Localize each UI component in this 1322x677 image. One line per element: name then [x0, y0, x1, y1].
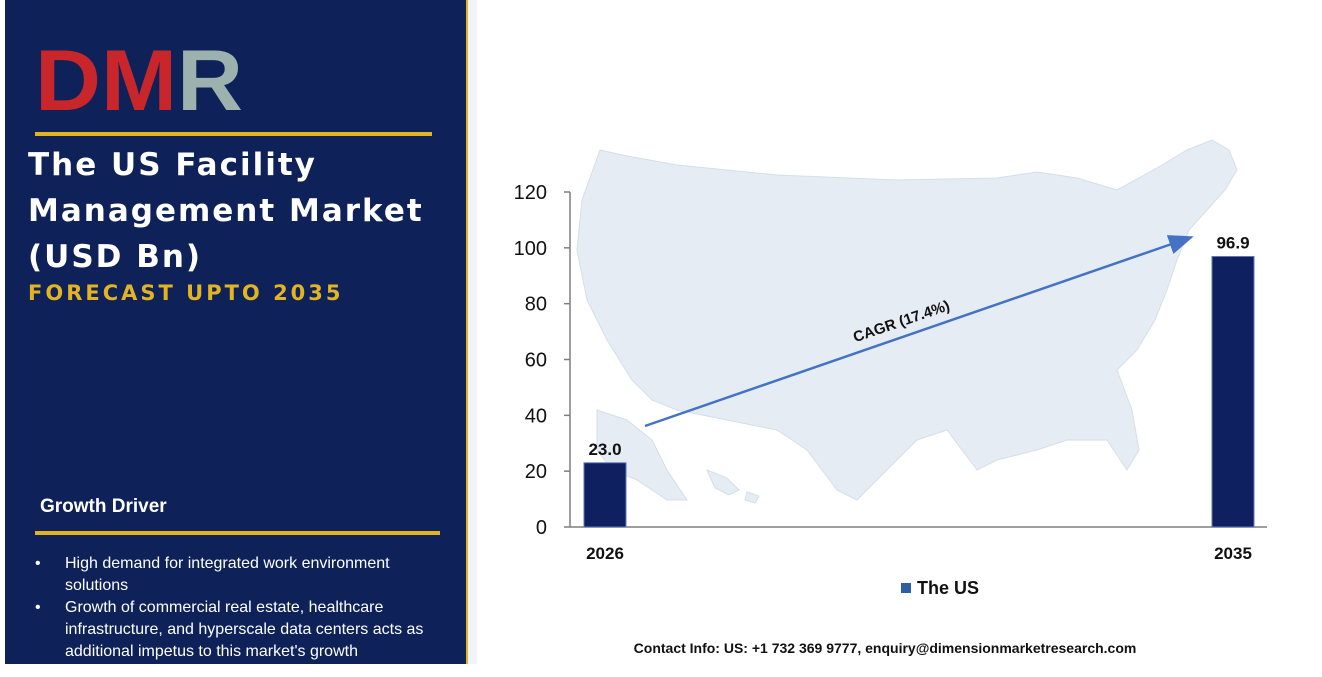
bar-value-label: 96.9 [1216, 233, 1249, 252]
bar-value-label: 23.0 [588, 440, 621, 459]
legend-swatch [901, 583, 911, 593]
growth-driver-item: Growth of commercial real estate, health… [35, 597, 430, 663]
panel-divider [466, 0, 477, 664]
growth-driver-item: High demand for integrated work environm… [35, 553, 430, 597]
title-top-rule [35, 132, 432, 136]
y-tick-label: 80 [525, 294, 547, 316]
y-tick-label: 60 [525, 350, 547, 372]
us-map-background [576, 139, 1238, 504]
svg-text:DMR: DMR [35, 38, 243, 120]
legend-label: The US [917, 578, 979, 598]
x-tick-label: 2035 [1214, 544, 1252, 563]
bar-2026 [583, 462, 627, 528]
dmr-logo: DMR DMR [35, 38, 245, 120]
y-tick-label: 40 [525, 405, 547, 427]
y-tick-label: 120 [514, 182, 547, 204]
growth-driver-list: High demand for integrated work environm… [35, 553, 430, 663]
page-subtitle: FORECAST UPTO 2035 [28, 281, 344, 305]
page-title: The US Facility Management Market (USD B… [28, 147, 424, 275]
growth-driver-heading: Growth Driver [40, 496, 167, 517]
cagr-trend-arrow [644, 235, 1194, 428]
y-tick-label: 100 [514, 238, 547, 260]
y-tick-label: 0 [536, 517, 547, 539]
chart-panel: 0 20 40 60 80 100 120 2026 2035 23.0 96.9 CAGR (… [477, 0, 1322, 677]
bar-2035 [1211, 255, 1255, 528]
growth-driver-rule [35, 531, 440, 535]
contact-info: Contact Info: US: +1 732 369 9777, enqui… [633, 640, 1137, 656]
y-tick-label: 20 [525, 461, 547, 483]
x-tick-label: 2026 [586, 544, 624, 563]
info-panel: DMR DMR The US Facility Management Marke… [5, 0, 466, 664]
